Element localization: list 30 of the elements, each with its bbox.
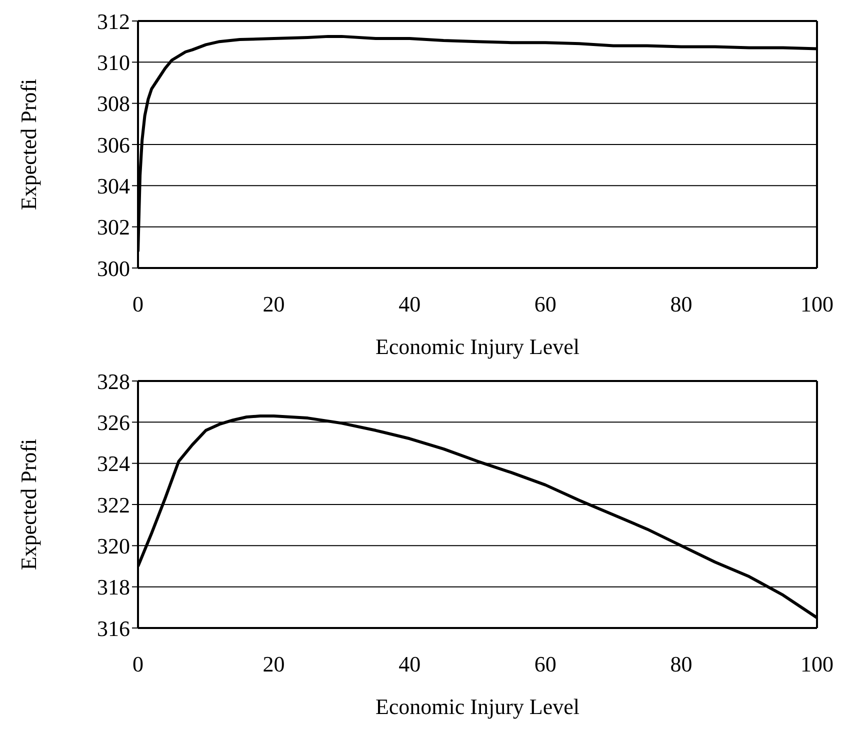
y-tick-label: 304 bbox=[97, 173, 130, 198]
x-tick-label: 60 bbox=[534, 652, 556, 677]
x-tick-label: 80 bbox=[670, 292, 692, 317]
y-tick-label: 302 bbox=[97, 214, 130, 240]
x-tick-label: 60 bbox=[534, 292, 556, 317]
x-axis-title: Economic Injury Level bbox=[375, 694, 580, 719]
y-tick-label: 300 bbox=[97, 256, 130, 281]
y-tick-label: 324 bbox=[97, 451, 130, 476]
x-axis-title: Economic Injury Level bbox=[375, 334, 580, 359]
x-tick-label: 20 bbox=[262, 292, 285, 317]
y-tick-label: 312 bbox=[97, 8, 130, 34]
y-tick-label: 310 bbox=[97, 50, 130, 75]
y-tick-label: 326 bbox=[97, 410, 130, 435]
y-tick-label: 322 bbox=[97, 492, 130, 518]
x-tick-label: 40 bbox=[398, 652, 421, 677]
x-tick-label: 80 bbox=[670, 652, 692, 677]
x-tick-label: 100 bbox=[800, 652, 834, 677]
x-tick-label: 0 bbox=[132, 652, 144, 677]
y-tick-label: 308 bbox=[97, 91, 130, 116]
x-tick-label: 20 bbox=[262, 652, 285, 677]
y-tick-label: 320 bbox=[97, 533, 130, 558]
x-tick-label: 100 bbox=[800, 292, 834, 317]
x-tick-label: 0 bbox=[132, 292, 144, 317]
y-tick-label: 316 bbox=[97, 616, 130, 641]
y-tick-label: 318 bbox=[97, 574, 130, 600]
y-axis-title: Expected Profi bbox=[16, 78, 41, 210]
x-tick-label: 40 bbox=[398, 292, 421, 317]
y-axis-title: Expected Profi bbox=[16, 438, 41, 570]
y-tick-label: 328 bbox=[97, 368, 130, 394]
y-tick-label: 306 bbox=[97, 132, 130, 158]
